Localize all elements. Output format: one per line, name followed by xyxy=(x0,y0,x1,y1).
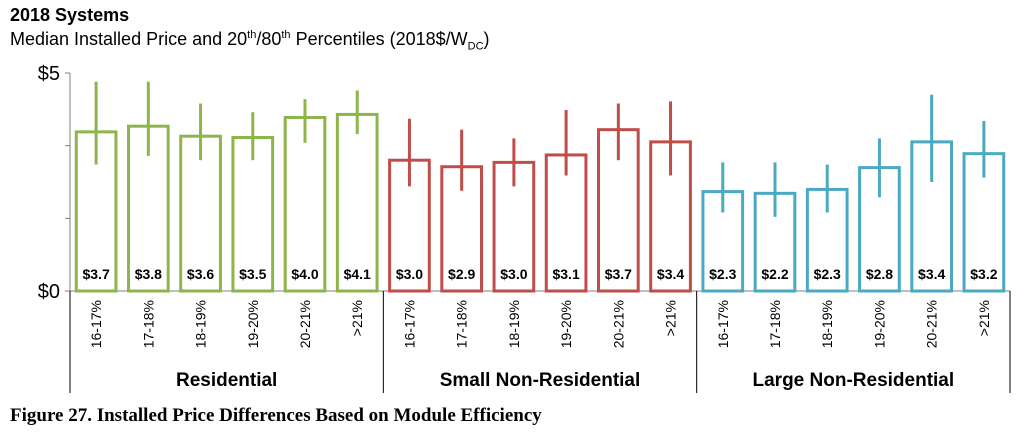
data-label: $3.7 xyxy=(82,266,109,282)
subtitle-part-d: ) xyxy=(483,29,490,49)
chart-subtitle: Median Installed Price and 20th/80th Per… xyxy=(10,29,490,53)
data-label: $2.2 xyxy=(761,266,788,282)
y-tick-label: $0 xyxy=(38,281,60,303)
subtitle-sub-c: DC xyxy=(467,40,484,53)
subtitle-part-c: Percentiles (2018$/W xyxy=(290,29,468,49)
subtitle-part-b: /80 xyxy=(256,29,282,49)
data-label: $2.9 xyxy=(448,266,475,282)
data-label: $2.3 xyxy=(814,266,841,282)
data-label: $3.4 xyxy=(918,266,945,282)
data-label: $3.8 xyxy=(135,266,162,282)
subtitle-part-a: Median Installed Price and 20 xyxy=(10,29,248,49)
x-tick-label: >21% xyxy=(663,300,679,336)
x-tick-label: 20-21% xyxy=(297,300,313,348)
figure-caption: Figure 27. Installed Price Differences B… xyxy=(10,405,542,426)
group-label: Residential xyxy=(176,370,277,391)
bar xyxy=(179,134,222,293)
data-label: $2.3 xyxy=(709,266,736,282)
x-tick-label: 16-17% xyxy=(715,300,731,348)
chart-title: 2018 Systems xyxy=(10,5,130,25)
data-label: $3.4 xyxy=(657,266,684,282)
bar xyxy=(283,115,327,293)
x-tick-label: 17-18% xyxy=(454,300,470,348)
x-tick-label: 18-19% xyxy=(506,300,522,348)
data-label: $4.0 xyxy=(291,266,318,282)
x-tick-label: >21% xyxy=(349,300,365,336)
data-label: $4.1 xyxy=(344,266,371,282)
group-label: Large Non-Residential xyxy=(753,370,955,391)
x-tick-label: 16-17% xyxy=(401,300,417,348)
data-label: $3.0 xyxy=(396,266,423,282)
x-tick-label: 19-20% xyxy=(558,300,574,348)
subtitle-sup-b: th xyxy=(281,29,291,41)
x-tick-label: 17-18% xyxy=(140,300,156,348)
data-label: $3.6 xyxy=(187,266,214,282)
data-label: $3.0 xyxy=(500,266,527,282)
x-tick-label: 18-19% xyxy=(819,300,835,348)
x-tick-label: 17-18% xyxy=(767,300,783,348)
x-tick-label: 19-20% xyxy=(871,300,887,348)
x-tick-label: >21% xyxy=(976,300,992,336)
x-tick-label: 16-17% xyxy=(88,300,104,348)
x-tick-label: 20-21% xyxy=(610,300,626,348)
group-label: Small Non-Residential xyxy=(440,370,641,391)
data-label: $3.2 xyxy=(970,266,997,282)
x-tick-label: 19-20% xyxy=(245,300,261,348)
data-label: $2.8 xyxy=(866,266,893,282)
bar xyxy=(335,112,379,293)
x-tick-label: 18-19% xyxy=(193,300,209,348)
bar xyxy=(231,136,275,293)
subtitle-sup-a: th xyxy=(247,29,257,41)
y-tick-label: $5 xyxy=(38,63,60,85)
data-label: $3.7 xyxy=(605,266,632,282)
x-tick-label: 20-21% xyxy=(924,300,940,348)
data-label: $3.1 xyxy=(552,266,579,282)
data-label: $3.5 xyxy=(239,266,266,282)
